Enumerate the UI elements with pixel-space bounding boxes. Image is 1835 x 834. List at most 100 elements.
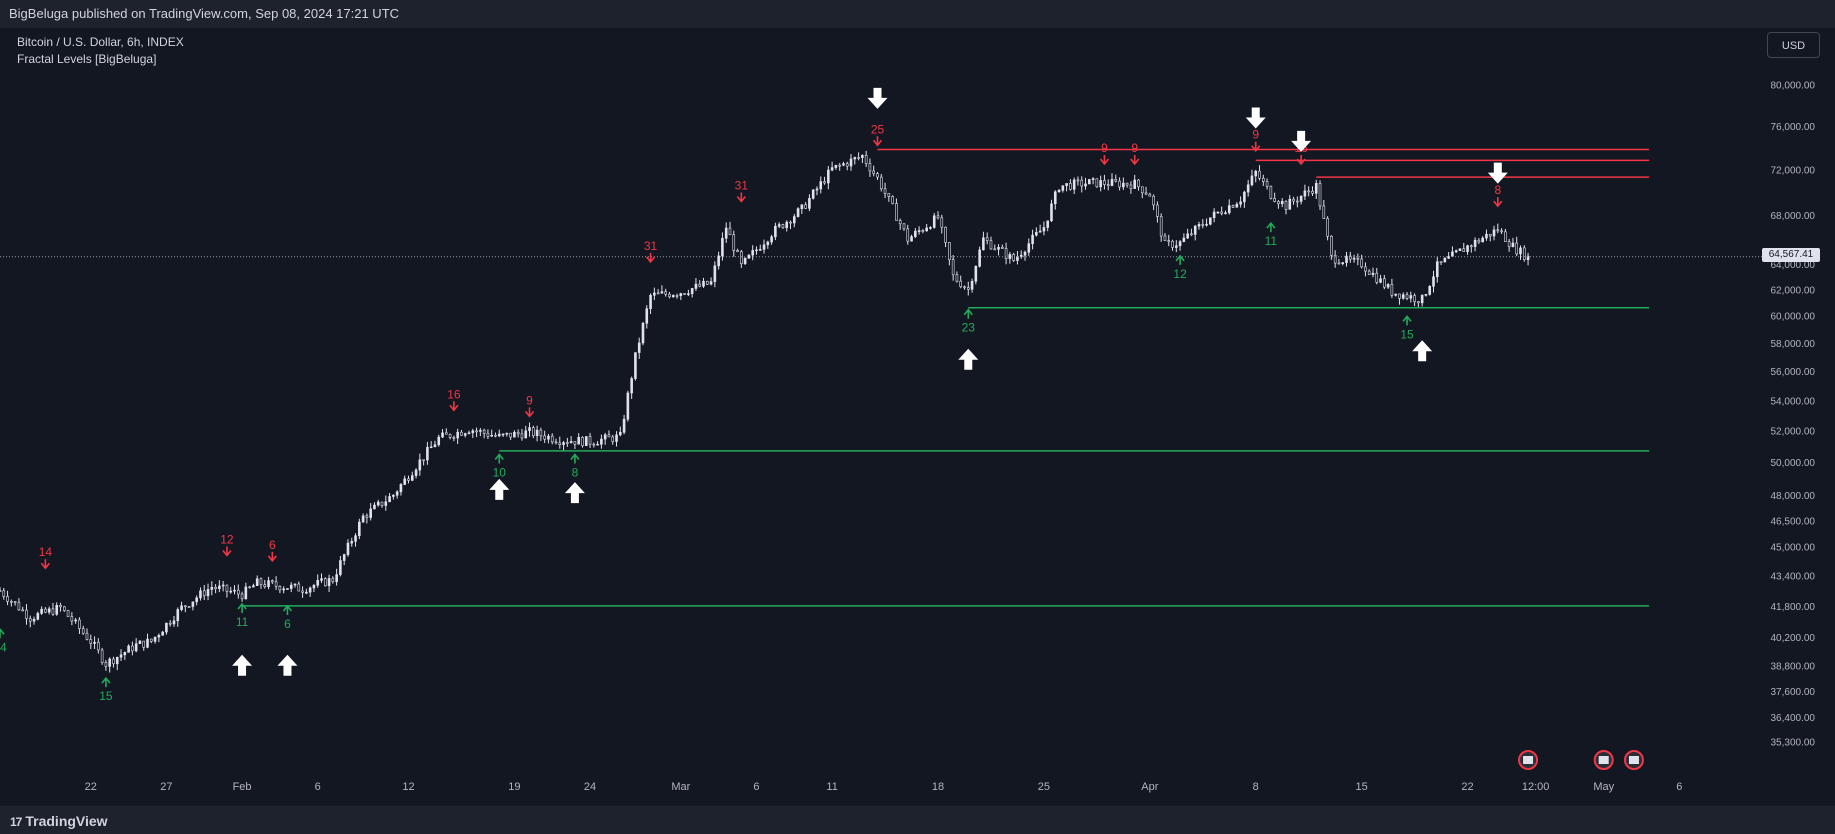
fractal-labels: 14141512116616109831312523991291116158 (0, 122, 1503, 703)
candle-body (191, 601, 195, 607)
candle-body (471, 430, 475, 434)
arrow-down-icon (1099, 154, 1110, 166)
candle-body (1122, 182, 1125, 188)
candle-body (218, 585, 221, 589)
candle-body (1167, 240, 1171, 242)
candle-body (970, 280, 974, 290)
candle-body (1125, 182, 1129, 186)
candle-body (1277, 201, 1280, 205)
candle-body (1526, 255, 1530, 260)
us-flag-event-icon-body (1598, 756, 1609, 764)
candle-body (770, 236, 773, 243)
candle-body (819, 181, 823, 190)
candle-body (743, 257, 747, 264)
candle-body (626, 392, 630, 420)
fractal-low-label: 11 (236, 615, 249, 629)
candle-body (740, 251, 743, 264)
candle-body (1447, 255, 1450, 259)
big-up-arrow-icon (958, 348, 979, 370)
big-up-arrow-icon (564, 482, 585, 504)
candle-body (603, 434, 607, 440)
fractal-low-label: 6 (284, 617, 291, 631)
candle-body (857, 157, 860, 159)
chart-area[interactable]: 14141512116616109831312523991291116158 8… (0, 28, 1835, 806)
candle-body (1432, 276, 1435, 287)
candle-body (1046, 220, 1050, 228)
candle-body (437, 436, 441, 446)
event-markers[interactable] (1518, 750, 1644, 770)
candle-body (1239, 201, 1242, 205)
x-tick-label: 12 (402, 781, 414, 793)
candle-body (917, 230, 921, 232)
candle-body (25, 609, 28, 619)
candle-body (509, 432, 512, 438)
candle-body (724, 227, 728, 239)
candle-body (331, 578, 335, 582)
candle-body (932, 215, 936, 228)
candle-body (1031, 234, 1034, 244)
candle-body (1069, 183, 1072, 190)
candle-body (1023, 251, 1027, 256)
candle-body (1379, 278, 1382, 283)
price-chart[interactable]: 14141512116616109831312523991291116158 8… (0, 28, 1835, 806)
candle-body (1057, 190, 1061, 193)
candle-body (830, 167, 834, 171)
candle-body (501, 433, 505, 436)
candle-body (732, 234, 736, 251)
candle-body (853, 157, 857, 160)
candle-body (410, 475, 414, 481)
candle-body (1417, 301, 1420, 304)
big-up-arrow-icon (277, 654, 298, 676)
candle-body (634, 352, 637, 379)
candle-body (138, 640, 142, 645)
candle-body (1019, 254, 1023, 257)
arrow-up-icon (101, 676, 111, 688)
candle-body (1137, 179, 1140, 188)
price-axis[interactable]: 80,000.00 76,000.00 72,000.00 68,000.00 64,0… (1771, 81, 1816, 749)
candle-body (1428, 285, 1432, 295)
candle-body (1201, 224, 1205, 226)
candle-body (346, 542, 350, 555)
fractal-high-label: 25 (871, 122, 885, 136)
candle-body (592, 443, 596, 446)
arrow-up-icon (494, 453, 504, 464)
x-tick-label: 27 (160, 781, 172, 793)
candle-body (452, 436, 456, 439)
candle-body (271, 580, 274, 583)
currency-button[interactable]: USD (1767, 32, 1820, 58)
candle-body (74, 619, 77, 622)
candle-body (1265, 181, 1269, 187)
chart-background (0, 28, 1835, 806)
candle-body (104, 662, 108, 667)
candle-body (694, 283, 698, 289)
candle-body (112, 658, 115, 665)
candle-body (656, 292, 660, 295)
candle-body (59, 605, 62, 608)
candle-body (399, 484, 403, 493)
candle-body (653, 292, 656, 296)
time-axis[interactable]: 22 27 Feb 6 12 19 24 Mar 6 11 18 25 Apr 8 15 22 12:00 May… (85, 781, 1683, 793)
candle-body (225, 584, 229, 592)
candle-body (445, 432, 448, 435)
candle-body (955, 274, 959, 282)
candle-body (929, 227, 932, 229)
x-tick-label: 22 (1461, 781, 1473, 793)
y-tick-label: 41,800.00 (1771, 602, 1816, 613)
candle-body (1485, 233, 1488, 239)
candle-body (233, 589, 236, 592)
candle-body (149, 638, 153, 642)
candle-body (543, 435, 546, 440)
candle-body (1458, 248, 1462, 251)
candle-body (131, 645, 134, 652)
candle-body (1405, 294, 1409, 299)
fractal-high-label: 9 (1101, 141, 1108, 155)
candle-body (1258, 170, 1261, 179)
big-up-arrow-icon (232, 654, 253, 676)
candle-body (1091, 178, 1095, 180)
candle-body (966, 287, 970, 290)
tradingview-logo[interactable]: 17 TradingView (10, 813, 108, 829)
candle-body (1231, 205, 1235, 208)
arrow-down-icon (267, 551, 277, 563)
candle-body (1133, 179, 1136, 189)
big-up-arrow-icon (1412, 340, 1433, 362)
